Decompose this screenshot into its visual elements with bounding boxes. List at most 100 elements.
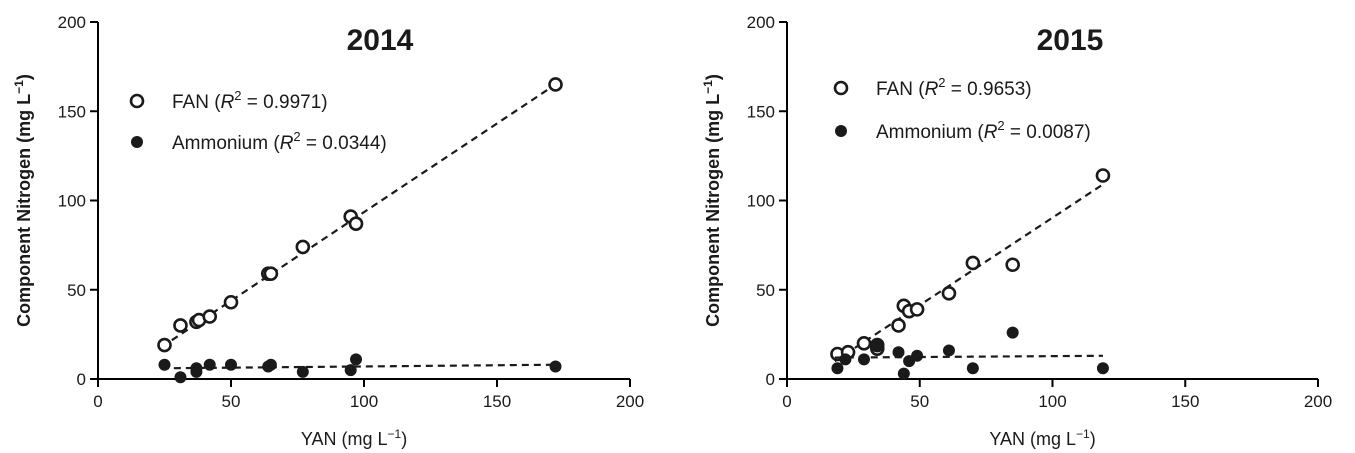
chart-panel-2014: 0 50 100 150 200 0 50 100 150 200 YAN (mg L−1) Comp… xyxy=(12,13,644,449)
legend-label-fan: FAN (R2 = 0.9971) xyxy=(172,88,328,113)
y-tick-label: 150 xyxy=(747,102,775,121)
fit-line-fan xyxy=(834,183,1104,363)
y-axis-label-end: ) xyxy=(14,74,34,80)
x-tick-label: 200 xyxy=(616,392,644,411)
data-point-ammonium xyxy=(892,346,905,359)
data-point-fan xyxy=(891,318,906,333)
data-point-fan xyxy=(548,77,563,92)
legend-r2-value: = 0.0087) xyxy=(1005,122,1091,143)
x-tick-label: 0 xyxy=(782,392,791,411)
data-point-ammonium xyxy=(174,371,187,384)
x-tick-label: 50 xyxy=(910,392,929,411)
y-tick-label: 0 xyxy=(766,370,775,389)
legend-r2-value: = 0.9653) xyxy=(946,79,1032,100)
fit-line-ammonium xyxy=(834,354,1103,359)
y-tick-label: 200 xyxy=(58,13,86,32)
legend-paren: ( xyxy=(268,133,280,154)
data-point-fan xyxy=(173,318,188,333)
data-point-ammonium xyxy=(203,358,216,371)
data-point-ammonium xyxy=(350,353,363,366)
data-point-fan xyxy=(965,255,981,271)
data-point-ammonium xyxy=(911,349,924,362)
fit-line-fan xyxy=(161,83,557,348)
y-tick-label: 100 xyxy=(58,192,86,211)
data-point-fan xyxy=(202,309,218,324)
y-tick-label: 100 xyxy=(747,192,775,211)
y-axis-label-superscript: −1 xyxy=(701,80,715,94)
legend-r-superscript: 2 xyxy=(293,129,300,144)
x-axis-label-superscript: −1 xyxy=(388,427,402,441)
legend-series-name: Ammonium xyxy=(172,133,268,154)
legend-r-symbol: R xyxy=(280,133,294,154)
y-axis-label-end: ) xyxy=(703,74,723,80)
legend-r-superscript: 2 xyxy=(997,118,1004,133)
series-ammonium xyxy=(158,353,562,384)
y-axis-label: Component Nitrogen (mg L−1) xyxy=(12,74,34,327)
x-tick-label: 0 xyxy=(93,392,102,411)
x-tick-label: 150 xyxy=(1171,392,1199,411)
data-point-ammonium xyxy=(296,365,309,378)
data-point-ammonium xyxy=(839,353,852,366)
legend-marker-ammonium xyxy=(131,136,143,148)
data-point-fan xyxy=(1095,168,1111,183)
series-ammonium xyxy=(831,326,1109,380)
legend-marker-fan xyxy=(129,93,145,109)
y-tick-label: 150 xyxy=(58,102,86,121)
data-point-fan xyxy=(223,294,239,310)
x-tick-label: 200 xyxy=(1304,392,1332,411)
x-axis-label-end: ) xyxy=(1090,429,1096,449)
x-tick-label: 50 xyxy=(222,392,241,411)
data-point-ammonium xyxy=(158,358,171,371)
legend-r-symbol: R xyxy=(221,92,235,113)
chart-title: 2014 xyxy=(347,24,414,57)
data-point-fan xyxy=(263,266,279,281)
legend-r2-value: = 0.9971) xyxy=(242,92,328,113)
data-point-ammonium xyxy=(549,360,562,373)
legend-label-fan: FAN (R2 = 0.9653) xyxy=(876,75,1032,100)
x-tick-label: 150 xyxy=(483,392,511,411)
data-point-ammonium xyxy=(225,358,237,371)
data-point-fan xyxy=(909,302,925,317)
legend-series-name: Ammonium xyxy=(876,122,972,143)
x-tick-label: 100 xyxy=(1038,392,1066,411)
legend-series-name: FAN xyxy=(172,92,209,113)
legend-r-superscript: 2 xyxy=(234,88,241,103)
y-tick-label: 50 xyxy=(756,281,775,300)
y-axis-label: Component Nitrogen (mg L−1) xyxy=(701,74,723,327)
data-point-ammonium xyxy=(1096,362,1109,375)
data-point-fan xyxy=(1005,257,1020,273)
legend-marker-ammonium xyxy=(835,125,847,137)
legend-r-superscript: 2 xyxy=(938,75,945,90)
legend-r-symbol: R xyxy=(984,122,998,143)
data-point-fan xyxy=(856,335,872,351)
legend-paren: ( xyxy=(913,79,925,100)
legend-paren: ( xyxy=(209,92,221,113)
legend-series-name: FAN xyxy=(876,79,913,100)
x-tick-label: 100 xyxy=(350,392,378,411)
legend-label-ammonium: Ammonium (R2 = 0.0344) xyxy=(172,129,387,154)
x-axis-label-text: YAN (mg L xyxy=(989,429,1076,449)
data-point-ammonium xyxy=(344,364,357,377)
chart-title: 2015 xyxy=(1037,24,1104,57)
series-fan xyxy=(830,168,1111,363)
x-axis-label: YAN (mg L−1) xyxy=(301,427,407,449)
y-tick-label: 0 xyxy=(77,370,86,389)
y-tick-label: 50 xyxy=(67,281,86,300)
x-axis-label: YAN (mg L−1) xyxy=(989,427,1095,449)
legend-paren: ( xyxy=(972,122,984,143)
x-axis-label-superscript: −1 xyxy=(1076,427,1090,441)
legend-marker-fan xyxy=(833,80,849,96)
x-axis-label-end: ) xyxy=(401,429,407,449)
legend-r2-value: = 0.0344) xyxy=(301,133,387,154)
data-point-ammonium xyxy=(871,339,884,352)
y-axis-label-text: Component Nitrogen (mg L xyxy=(14,94,34,327)
y-axis-label-superscript: −1 xyxy=(12,80,26,94)
legend-r-symbol: R xyxy=(925,79,939,100)
data-point-ammonium xyxy=(897,367,910,380)
data-point-ammonium xyxy=(264,358,277,371)
y-axis-label-text: Component Nitrogen (mg L xyxy=(703,94,723,327)
data-point-fan xyxy=(295,239,311,255)
y-tick-label: 200 xyxy=(747,13,775,32)
